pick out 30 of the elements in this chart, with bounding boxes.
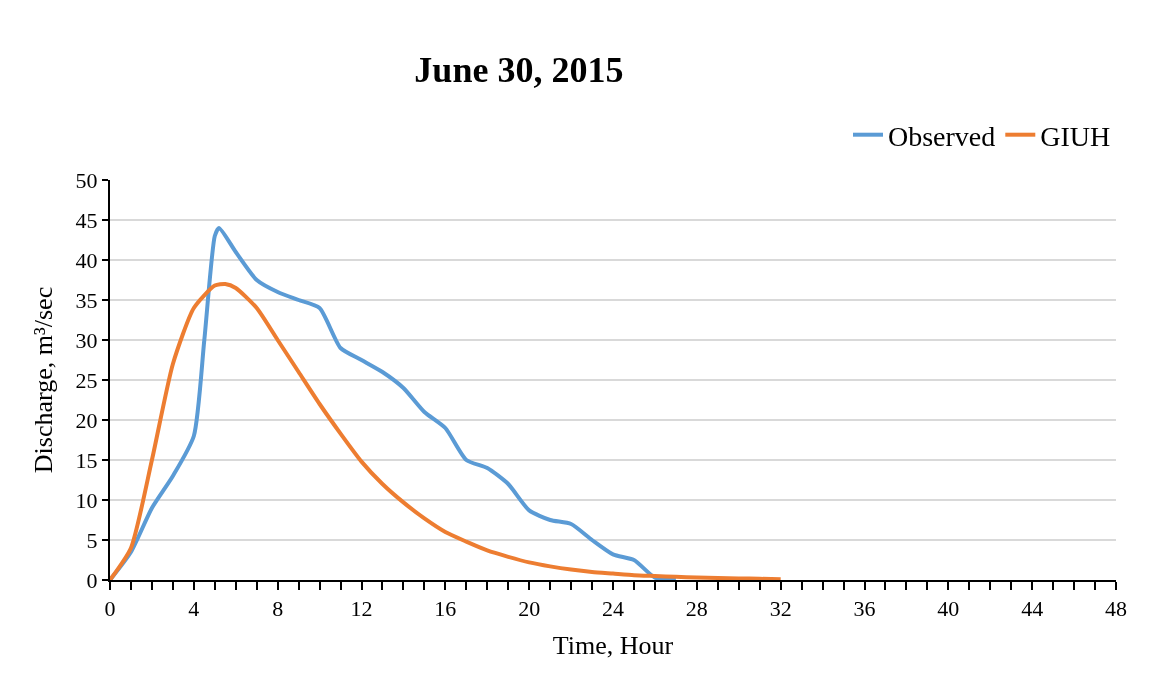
y-tick-label: 30 <box>75 327 98 353</box>
x-tick-label: 0 <box>104 596 116 622</box>
x-tick-label: 8 <box>272 596 284 622</box>
y-tick-label: 35 <box>75 287 98 313</box>
x-tick-label: 20 <box>518 596 541 622</box>
x-tick-label: 28 <box>685 596 708 622</box>
x-tick-label: 16 <box>434 596 457 622</box>
y-tick-label: 20 <box>75 407 98 433</box>
x-tick-label: 44 <box>1021 596 1044 622</box>
x-tick-label: 32 <box>769 596 792 622</box>
y-tick-label: 50 <box>75 167 98 193</box>
y-tick-label: 15 <box>75 447 98 473</box>
x-tick-label: 48 <box>1105 596 1127 622</box>
x-tick-label: 24 <box>602 596 624 622</box>
x-tick-label: 4 <box>188 596 200 622</box>
y-tick-label: 0 <box>86 567 98 593</box>
line-series <box>110 282 783 580</box>
legend-label: Observed <box>888 120 996 152</box>
x-tick-label: 36 <box>853 596 876 622</box>
legend-label: GIUH <box>1040 120 1111 152</box>
y-tick-label: 10 <box>75 487 98 513</box>
x-tick-label: 12 <box>350 596 373 622</box>
y-tick-label: 40 <box>75 247 98 273</box>
y-axis-title: Discharge, m³/sec <box>29 286 59 474</box>
x-tick-label: 40 <box>937 596 960 622</box>
chart-title: June 30, 2015 <box>414 50 624 91</box>
y-tick-label: 25 <box>75 367 98 393</box>
x-axis-title: Time, Hour <box>552 630 674 660</box>
y-tick-label: 45 <box>75 207 98 233</box>
y-tick-label: 5 <box>86 527 98 553</box>
